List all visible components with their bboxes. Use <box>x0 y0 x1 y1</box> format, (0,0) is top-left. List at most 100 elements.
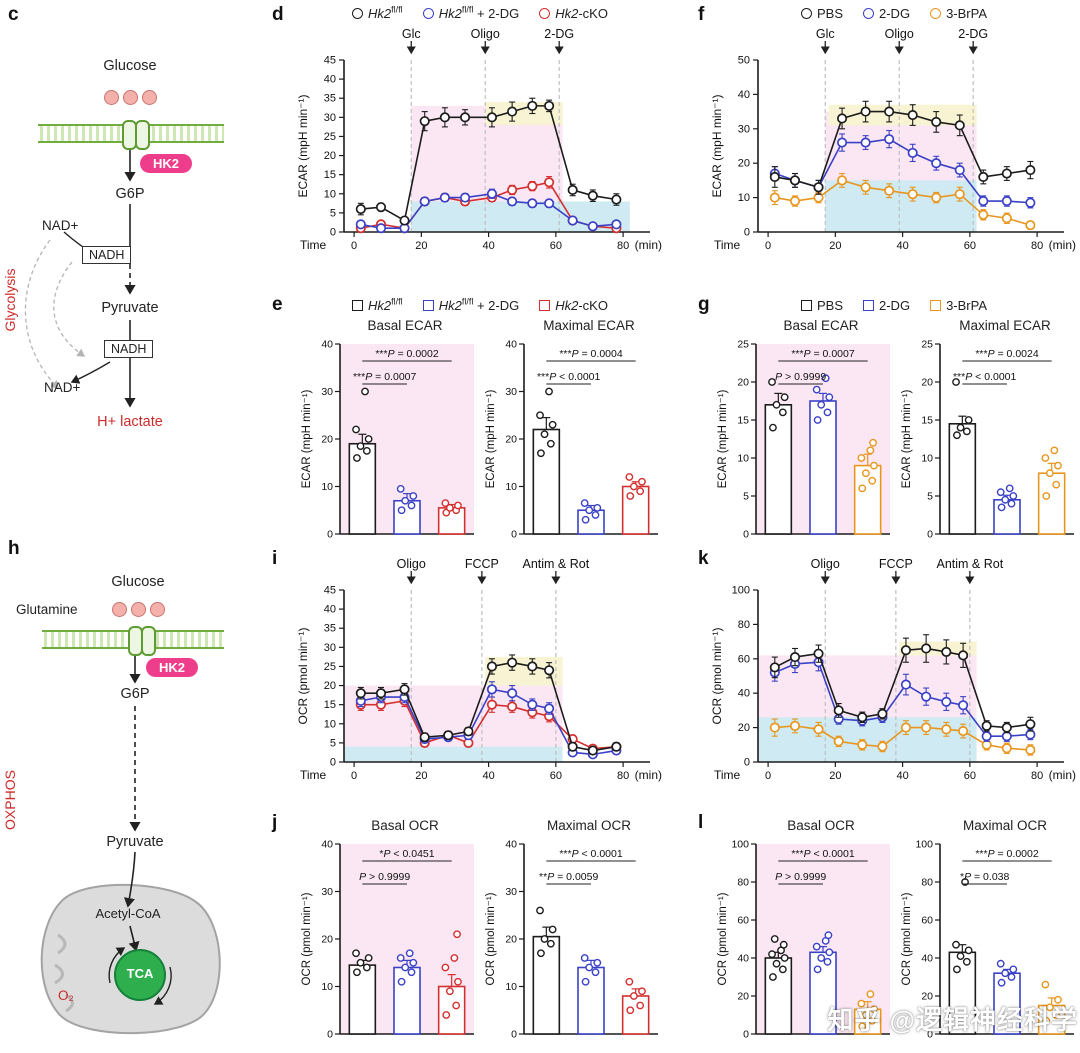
svg-text:20: 20 <box>321 434 333 446</box>
svg-text:45: 45 <box>324 55 336 67</box>
bar-red <box>437 499 466 535</box>
glucose-circle <box>131 602 146 617</box>
svg-text:35: 35 <box>324 623 336 635</box>
svg-text:25: 25 <box>324 131 336 143</box>
bar-black <box>348 387 377 535</box>
nad-plus-label-2: NAD+ <box>44 380 81 395</box>
svg-text:10: 10 <box>321 981 333 993</box>
svg-text:100: 100 <box>732 585 750 597</box>
svg-text:15: 15 <box>324 699 336 711</box>
bar-black <box>764 935 793 1035</box>
chart-g-max: 0 5 10 15 20 25 ECAR (mpH min⁻¹) ***P = 0.0024 *… <box>901 339 1074 541</box>
bar-black <box>348 949 377 1035</box>
tca-label: TCA <box>126 966 154 981</box>
watermark: 知乎 @逻辑神经科学 <box>827 1005 1078 1035</box>
o2-label: O₂ <box>58 988 74 1003</box>
chart-title-g-max: Maximal ECAR <box>959 318 1051 333</box>
lactate-label: H+ lactate <box>97 414 163 430</box>
acetyl-coa-label: Acetyl-CoA <box>95 906 161 921</box>
svg-text:20: 20 <box>737 377 749 389</box>
bar-orange <box>1037 446 1066 535</box>
bar-blue <box>809 374 837 535</box>
svg-text:80: 80 <box>1031 770 1043 782</box>
x-unit-label: (min) <box>1049 238 1076 252</box>
svg-text:60: 60 <box>964 240 976 252</box>
legend-item: Hk2fl/fl <box>352 297 403 313</box>
injection-label: 2-DG <box>544 27 574 41</box>
legend-label: Hk2-cKO <box>555 6 608 21</box>
stat-text: P > 0.9999 <box>359 871 410 883</box>
svg-text:0: 0 <box>511 529 517 541</box>
svg-text:25: 25 <box>921 339 933 351</box>
svg-text:15: 15 <box>737 415 749 427</box>
svg-text:20: 20 <box>738 722 750 734</box>
legend-item: PBS <box>800 298 843 313</box>
svg-text:35: 35 <box>324 93 336 105</box>
svg-text:10: 10 <box>505 981 517 993</box>
nad-plus-label: NAD+ <box>42 218 79 233</box>
chart-g-basal: 0 5 10 15 20 25 ECAR (mpH min⁻¹) ***P = 0.0007 P… <box>717 339 890 541</box>
bar-black <box>764 378 793 535</box>
svg-text:0: 0 <box>330 227 336 239</box>
stat-text: ***P < 0.0001 <box>559 848 623 860</box>
legend-item: 3-BrPA <box>930 298 987 313</box>
panel-letter-c: c <box>8 4 19 25</box>
panel-letter-f: f <box>698 4 705 25</box>
legend-label: PBS <box>816 6 843 21</box>
series-3-BrPA <box>769 718 1036 756</box>
y-axis-label: ECAR (mpH min⁻¹) <box>901 389 913 488</box>
chart-l-basal: 0 20 40 60 80 100 OCR (pmol min⁻¹) ***P < 0.000… <box>717 839 890 1041</box>
legend-item: 2-DG <box>863 6 910 21</box>
x-unit-label: (min) <box>1049 768 1076 782</box>
chart-d: Glc Oligo 2-DG 0 5 10 15 20 25 30 35 40 45 0 20 40 60 80 E… <box>296 27 662 252</box>
stat-text: ***P = 0.0007 <box>791 348 855 360</box>
injection-label: Antim & Rot <box>523 557 590 571</box>
bar-black <box>948 878 977 1035</box>
svg-text:20: 20 <box>505 434 517 446</box>
bar-blue <box>577 499 605 535</box>
oxphos-side-label: OXPHOS <box>2 770 18 830</box>
svg-text:40: 40 <box>321 339 333 351</box>
injection-label: Oligo <box>885 27 914 41</box>
g6p-label: G6P <box>115 186 145 202</box>
svg-text:40: 40 <box>737 953 749 965</box>
svg-text:15: 15 <box>324 169 336 181</box>
svg-text:0: 0 <box>327 529 333 541</box>
legend-marker-blue <box>422 8 434 19</box>
svg-text:5: 5 <box>330 207 336 219</box>
y-axis-label: ECAR (mpH min⁻¹) <box>710 94 724 197</box>
svg-text:40: 40 <box>738 688 750 700</box>
panel-letter-k: k <box>698 548 709 569</box>
stat-text: ***P = 0.0024 <box>975 348 1039 360</box>
series-Hk2fl/fl <box>355 654 622 756</box>
legend-marker-red <box>539 8 551 19</box>
svg-text:80: 80 <box>921 877 933 889</box>
svg-text:0: 0 <box>765 770 771 782</box>
glutamine-label: Glutamine <box>16 602 78 617</box>
bar-red <box>621 473 650 535</box>
svg-text:0: 0 <box>743 1029 749 1041</box>
glycolysis-side-label: Glycolysis <box>2 268 18 332</box>
shade-yellow <box>899 641 977 656</box>
legend-marker-blue <box>863 8 874 19</box>
bar-black <box>532 387 561 535</box>
legend-label: 3-BrPA <box>946 6 987 21</box>
svg-text:20: 20 <box>921 991 933 1003</box>
svg-text:20: 20 <box>829 770 841 782</box>
svg-text:20: 20 <box>324 680 336 692</box>
y-axis-label: OCR (pmol min⁻¹) <box>296 627 310 724</box>
time-label: Time <box>300 768 327 782</box>
chart-f: Glc Oligo 2-DG 0 10 20 30 40 50 0 20 40 60 80 ECAR (mp… <box>710 27 1076 252</box>
legend-label: PBS <box>816 298 843 313</box>
y-axis-label: OCR (pmol min⁻¹) <box>485 892 497 985</box>
svg-text:0: 0 <box>927 529 933 541</box>
svg-text:30: 30 <box>321 386 333 398</box>
svg-text:10: 10 <box>324 188 336 200</box>
svg-text:100: 100 <box>915 839 933 851</box>
legend-item: Hk2fl/fl + 2-DG <box>422 297 519 313</box>
svg-text:20: 20 <box>321 934 333 946</box>
bar-red <box>621 977 650 1035</box>
stat-text: ***P = 0.0002 <box>975 848 1039 860</box>
stat-text: ***P = 0.0002 <box>375 348 439 360</box>
svg-text:0: 0 <box>927 1029 933 1041</box>
